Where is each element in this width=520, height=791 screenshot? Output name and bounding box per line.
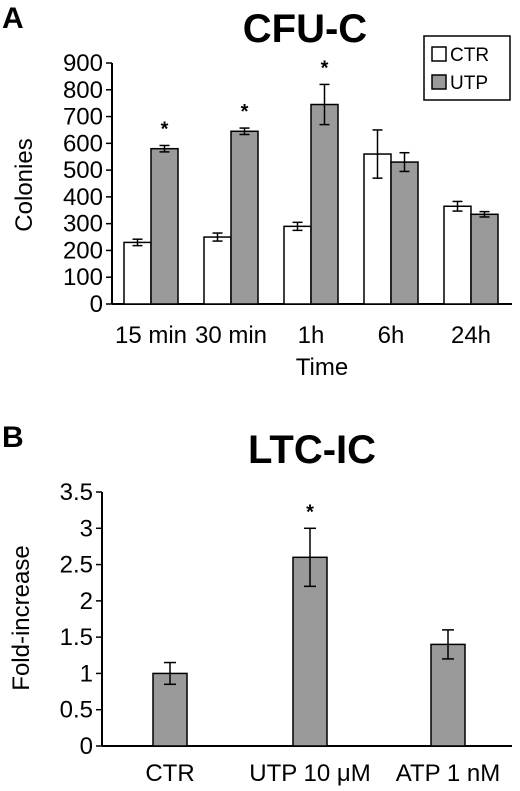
panel-b-letter: B [2, 421, 24, 454]
chart-a-xtick-label: 30 min [195, 322, 267, 349]
chart-a-title: CFU-C [243, 7, 367, 51]
chart-a-bar-ctr-2 [283, 225, 312, 305]
chart-b-title: LTC-IC [248, 428, 376, 472]
chart-a-ytick-label: 400 [63, 184, 103, 211]
chart-b-ytick-label: 2.5 [60, 552, 93, 579]
chart-b-xtick-label: ATP 1 nM [396, 760, 500, 787]
chart-a-xtick-label: 1h [298, 322, 325, 349]
chart-a-significance-star: * [241, 101, 249, 123]
panel-a-letter: A [2, 2, 24, 35]
chart-b-significance-star: * [306, 501, 314, 523]
chart-a-bar-ctr-4 [443, 205, 472, 305]
chart-a-legend: CTR UTP [423, 35, 511, 101]
chart-b-ylabel: Fold-increase [8, 545, 35, 690]
chart-a-xtick-label: 24h [451, 322, 491, 349]
chart-a-bar-utp-2 [310, 103, 339, 305]
chart-a-ytick-label: 200 [63, 237, 103, 264]
chart-a-ytick-label: 700 [63, 104, 103, 131]
chart-a-ytick-label: 900 [63, 50, 103, 77]
chart-a-significance-star: * [321, 57, 329, 79]
chart-a-bar-utp-1 [230, 130, 259, 305]
chart-b-ytick-label: 0.5 [60, 697, 93, 724]
chart-b-ytick-label: 1 [80, 660, 93, 687]
chart-a-ytick-label: 600 [63, 130, 103, 157]
chart-b-plot: 0 0.5 1 1.5 2 2.5 3 3.5 CTR * UTP 10 μM ATP 1 nM [60, 479, 512, 787]
chart-a-ytick-label: 0 [90, 291, 103, 318]
chart-b-bar-1 [292, 556, 328, 747]
chart-a-ytick-label: 500 [63, 157, 103, 184]
chart-b-xtick-label: CTR [145, 760, 194, 787]
chart-a-xlabel: Time [296, 354, 348, 381]
chart-a-bar-utp-3 [390, 161, 419, 305]
chart-a-bar-utp-0 [150, 147, 179, 305]
chart-a-bar-ctr-1 [203, 236, 232, 305]
chart-a-bar-utp-4 [470, 213, 499, 305]
chart-a-xtick-label: 15 min [115, 322, 187, 349]
chart-a-bar-ctr-0 [123, 241, 152, 305]
chart-a-ytick-label: 100 [63, 264, 103, 291]
chart-b-bar-0 [152, 672, 188, 747]
chart-a-legend-swatch-ctr [431, 46, 447, 62]
chart-b-ytick-label: 0 [80, 733, 93, 760]
chart-a-significance-star: * [161, 118, 169, 140]
chart-a-ytick-label: 800 [63, 77, 103, 104]
chart-a-xtick-label: 6h [378, 322, 405, 349]
chart-a-legend-swatch-utp [431, 74, 447, 90]
chart-a-ytick-label: 300 [63, 211, 103, 238]
chart-b-ytick-label: 3.5 [60, 479, 93, 506]
chart-b-ytick-label: 1.5 [60, 624, 93, 651]
chart-b-ytick-label: 2 [80, 588, 93, 615]
chart-a-legend-label-utp: UTP [450, 73, 488, 94]
chart-a-ylabel: Colonies [11, 138, 38, 231]
chart-b-xtick-label: UTP 10 μM [249, 760, 370, 787]
chart-b-ytick-label: 3 [80, 515, 93, 542]
chart-a-legend-label-ctr: CTR [450, 45, 489, 66]
